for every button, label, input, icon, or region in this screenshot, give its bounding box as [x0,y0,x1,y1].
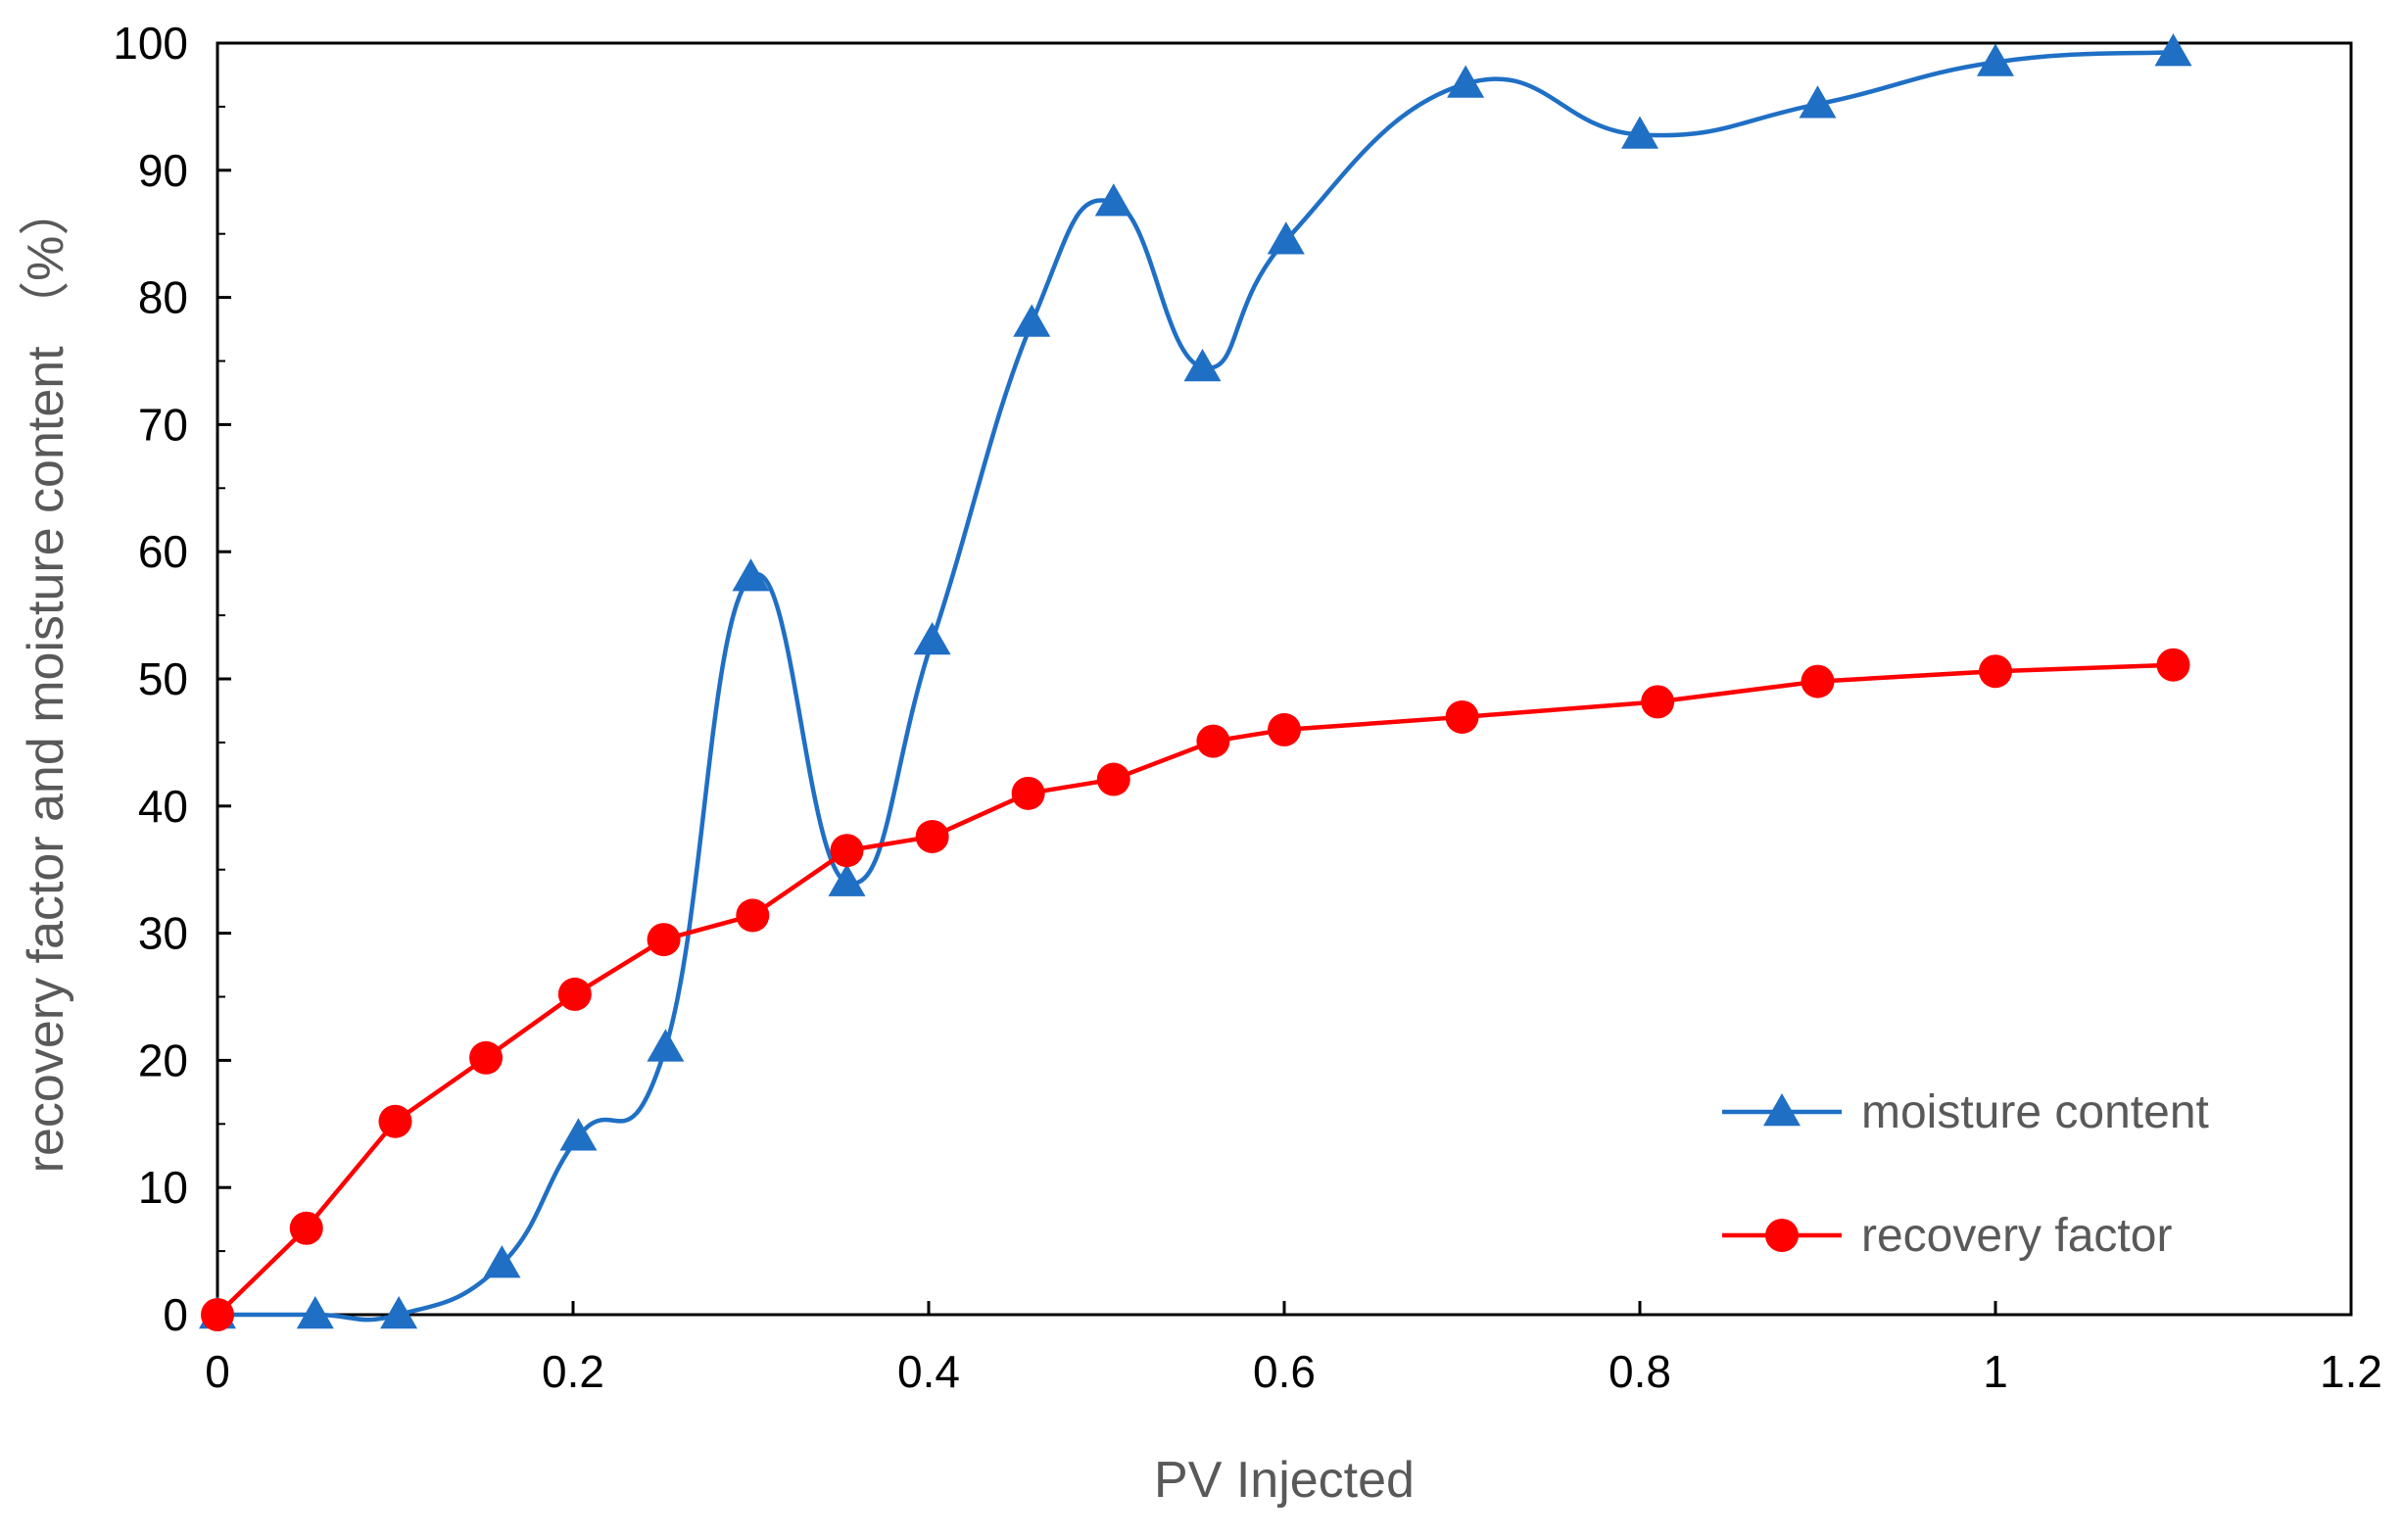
legend-marker [1765,1219,1799,1252]
triangle-marker [647,1029,685,1062]
triangle-marker [296,1296,334,1329]
circle-marker [1268,712,1301,746]
circle-marker [289,1211,323,1245]
triangle-marker [732,558,770,592]
series-layer [199,33,2192,1331]
y-axis-title: recovery factor and moisture content （%） [18,185,74,1174]
triangle-marker [913,622,951,655]
y-tick-label: 50 [138,653,188,704]
circle-marker [557,977,592,1011]
y-tick-label: 90 [138,145,188,196]
circle-marker [1801,664,1835,698]
circle-marker [915,819,949,853]
triangle-marker [483,1245,521,1278]
circle-marker [1445,699,1479,734]
circle-marker [736,898,770,933]
triangle-marker [828,863,866,896]
x-tick-label: 1 [1983,1346,2008,1397]
x-tick-label: 0.2 [542,1346,604,1397]
circle-marker [378,1104,412,1138]
y-tick-label: 40 [138,781,188,832]
triangle-marker [1013,304,1051,337]
axes: 0 10 20 30 40 50 60 70 80 90 100 0 0.2 0.4 0.6 0.8 1 1.2 [113,18,2382,1397]
triangle-marker [1267,221,1305,255]
circle-marker [1096,762,1130,796]
circle-marker [201,1298,234,1331]
circle-marker [830,834,864,868]
triangle-marker [1799,85,1837,119]
circle-marker [1979,654,2012,689]
x-tick-label: 0.4 [897,1346,960,1397]
series-recovery-factor [201,648,2190,1331]
circle-marker [469,1040,504,1075]
circle-marker [2156,648,2190,682]
series-line [215,662,2176,1318]
y-tick-label: 80 [138,272,188,323]
x-tick-label: 1.2 [2320,1346,2382,1397]
legend-item: moisture content [1722,1086,2209,1138]
circle-marker [647,923,681,957]
y-tick-label: 70 [138,399,188,450]
triangle-marker [1977,43,2014,76]
triangle-marker [1183,348,1222,382]
legend-marker [1763,1093,1801,1127]
triangle-marker [1094,183,1132,217]
y-tick-label: 60 [138,526,188,577]
legend-label: recovery factor [1861,1210,2172,1262]
y-tick-label: 100 [113,18,188,69]
y-tick-label: 30 [138,908,188,959]
y-tick-label: 10 [138,1162,188,1213]
triangle-marker [559,1118,598,1151]
x-tick-label: 0 [205,1346,230,1397]
circle-marker [1641,685,1675,719]
triangle-marker [380,1296,418,1329]
y-tick-label: 0 [163,1289,188,1340]
circle-marker [1011,776,1045,810]
legend-item: recovery factor [1722,1210,2172,1262]
triangle-marker [1621,116,1658,149]
x-tick-label: 0.6 [1253,1346,1316,1397]
circle-marker [1196,724,1230,758]
triangle-marker [2154,33,2192,67]
x-tick-label: 0.8 [1609,1346,1671,1397]
triangle-marker [1447,65,1485,98]
y-tick-label: 20 [138,1035,188,1085]
x-axis-title: PV Injected [1154,1452,1415,1509]
legend: moisture content recovery factor [1722,1086,2209,1262]
legend-label: moisture content [1861,1086,2209,1138]
